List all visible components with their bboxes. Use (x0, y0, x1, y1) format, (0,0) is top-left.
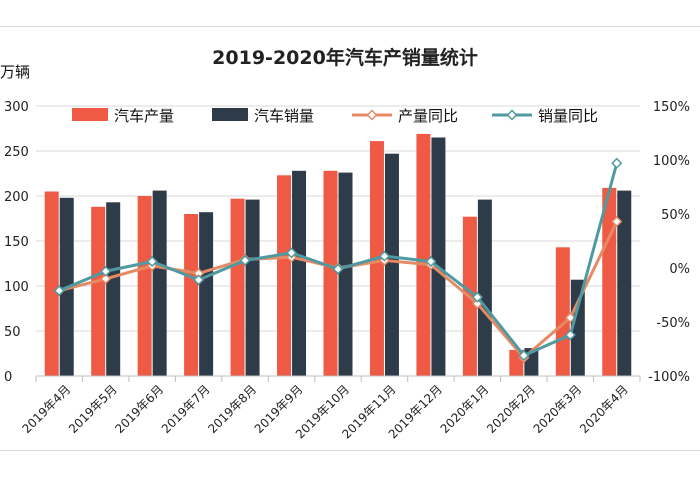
line-point (518, 349, 530, 362)
bar-production (137, 196, 152, 376)
line-point (471, 291, 483, 303)
gridlines (36, 105, 640, 377)
x-tick-label: 2020年4月 (577, 382, 631, 436)
bar-sales (152, 190, 167, 376)
bar-production (416, 133, 431, 376)
bar-production (555, 247, 570, 376)
y-tick-label: 150 (4, 235, 29, 250)
x-tick-label: 2020年3月 (531, 382, 585, 436)
bar-sales (106, 202, 121, 376)
y2-tick-label: 50% (661, 208, 690, 223)
bar-production (602, 187, 617, 376)
y-tick-label: 250 (4, 145, 29, 160)
x-tick-label: 2019年4月 (19, 382, 73, 436)
legend-label: 汽车销量 (254, 107, 314, 125)
line-point (239, 254, 251, 267)
bar-sales (570, 279, 585, 376)
legend-marker (366, 109, 378, 121)
line-point (100, 265, 112, 277)
y-tick-label: 200 (4, 190, 29, 205)
bar-production (91, 206, 106, 376)
y-tick-label: 300 (4, 100, 29, 115)
bar-sales (199, 212, 214, 376)
line-point (100, 273, 112, 285)
y-axis-label: 万辆 (0, 63, 30, 81)
bar-production (323, 170, 338, 376)
legend-marker (506, 109, 518, 121)
legend-label: 产量同比 (398, 107, 458, 125)
top-divider (0, 26, 700, 27)
bar-sales (292, 170, 307, 376)
line-point (193, 274, 205, 286)
line-point (425, 255, 437, 268)
y2-tick-label: -100% (648, 370, 690, 385)
chart-title: 2019-2020年汽车产销量统计 (212, 46, 478, 69)
bar-production (277, 175, 292, 376)
line-point (611, 157, 623, 169)
line-point (611, 215, 623, 228)
bar-sales (384, 153, 399, 376)
legend-swatch (72, 108, 108, 121)
legend-label: 汽车产量 (114, 107, 174, 125)
y-tick-label: 0 (4, 370, 12, 385)
legend: 汽车产量 汽车销量 产量同比 销量同比 (72, 107, 598, 125)
bar-production (230, 198, 245, 376)
line-point (564, 329, 576, 341)
y-tick-label: 100 (4, 280, 29, 295)
x-tick-label: 2020年1月 (438, 382, 492, 436)
x-tick-label: 2020年2月 (484, 382, 538, 436)
bar-sales (617, 190, 632, 376)
bar-sales (477, 199, 492, 376)
bar-sales (338, 172, 353, 376)
legend-label: 销量同比 (538, 107, 598, 125)
y-tick-label: 50 (4, 325, 21, 340)
legend-swatch (212, 108, 248, 121)
line-point (332, 263, 344, 275)
bar-production (184, 214, 199, 376)
bar-sales (431, 137, 446, 376)
line-point (564, 312, 576, 324)
line-point (146, 255, 158, 268)
x-tick-label: 2019年7月 (159, 382, 213, 436)
lines-group (53, 157, 623, 364)
y2-tick-label: 150% (653, 100, 690, 115)
line-point (285, 247, 298, 259)
y2-tick-label: 0% (669, 262, 690, 277)
x-tick-label: 2019年6月 (112, 382, 166, 436)
x-tick-label: 2019年8月 (205, 382, 259, 436)
line-point (378, 250, 391, 262)
bar-sales (245, 199, 260, 376)
y2-tick-label: -50% (656, 316, 690, 331)
bottom-divider (0, 450, 700, 451)
bar-production (44, 191, 59, 376)
y2-tick-label: 100% (653, 154, 690, 169)
x-tick-label: 2019年5月 (66, 382, 120, 436)
line-point (53, 285, 65, 297)
